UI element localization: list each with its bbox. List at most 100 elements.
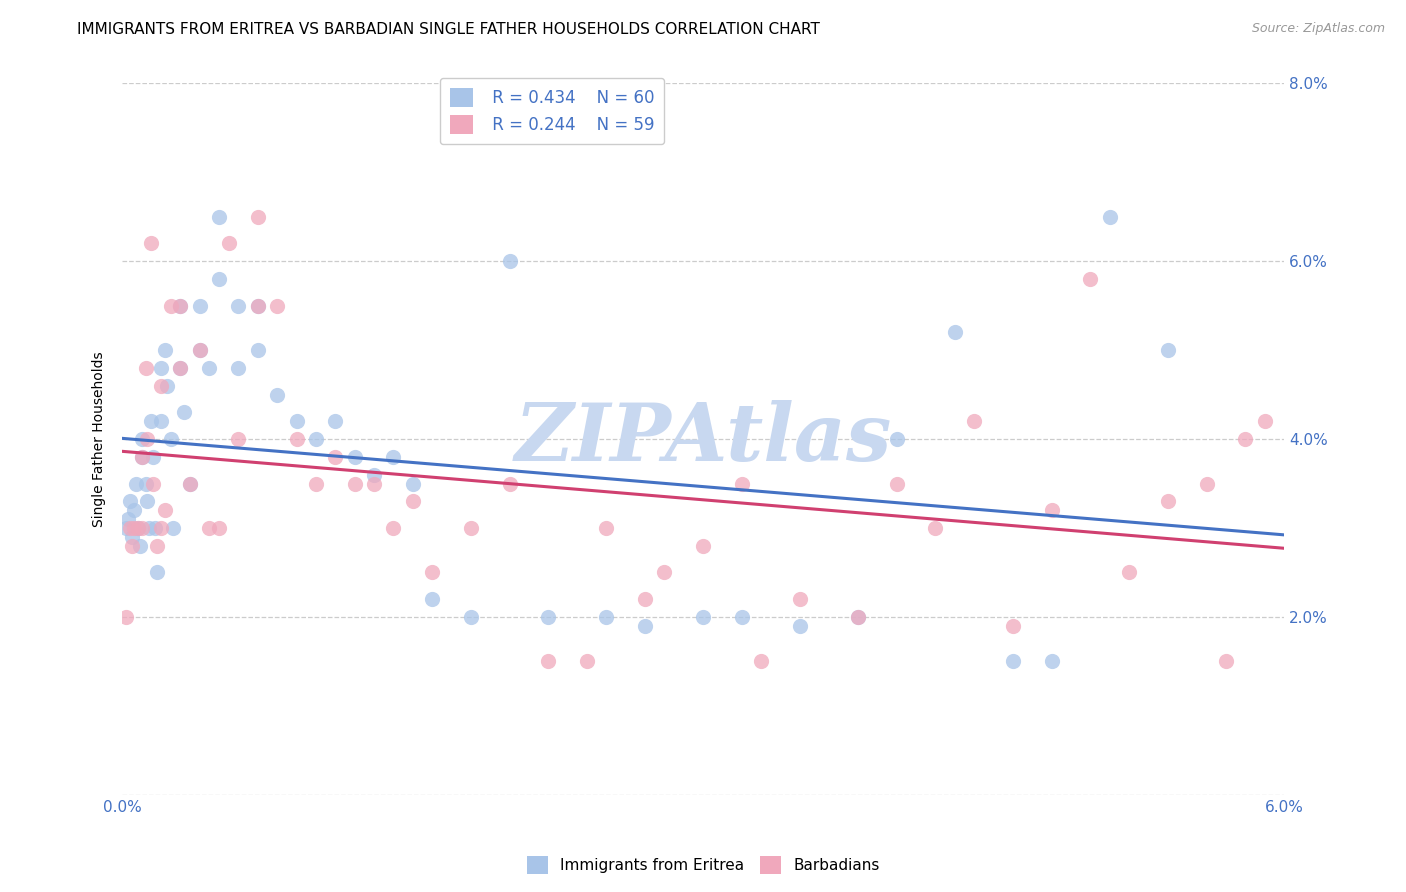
Point xyxy=(460,610,482,624)
Point xyxy=(1215,654,1237,668)
Point xyxy=(169,299,191,313)
Point xyxy=(142,450,165,464)
Point xyxy=(266,387,288,401)
Point xyxy=(198,521,221,535)
Point xyxy=(305,432,328,446)
Point xyxy=(246,210,269,224)
Point xyxy=(846,610,869,624)
Point xyxy=(131,450,153,464)
Point xyxy=(156,378,179,392)
Point xyxy=(162,521,184,535)
Point xyxy=(188,343,211,358)
Point xyxy=(498,476,520,491)
Point xyxy=(634,619,657,633)
Point xyxy=(323,414,346,428)
Point xyxy=(127,521,149,535)
Point xyxy=(246,299,269,313)
Point xyxy=(1080,272,1102,286)
Point xyxy=(963,414,986,428)
Point xyxy=(305,476,328,491)
Point xyxy=(159,432,181,446)
Point xyxy=(179,476,201,491)
Point xyxy=(382,521,405,535)
Point xyxy=(198,360,221,375)
Point xyxy=(179,476,201,491)
Point xyxy=(595,610,617,624)
Point xyxy=(382,450,405,464)
Point xyxy=(173,405,195,419)
Point xyxy=(118,521,141,535)
Point xyxy=(135,360,157,375)
Point xyxy=(595,521,617,535)
Point xyxy=(135,476,157,491)
Point xyxy=(886,432,908,446)
Point xyxy=(228,299,250,313)
Point xyxy=(208,521,231,535)
Point xyxy=(846,610,869,624)
Point xyxy=(266,299,288,313)
Point xyxy=(1001,619,1024,633)
Point xyxy=(789,619,811,633)
Point xyxy=(131,450,153,464)
Point xyxy=(169,299,191,313)
Point xyxy=(420,566,443,580)
Point xyxy=(363,476,385,491)
Point xyxy=(537,610,560,624)
Point xyxy=(150,378,173,392)
Point xyxy=(121,539,143,553)
Point xyxy=(246,343,269,358)
Point xyxy=(943,326,966,340)
Point xyxy=(498,254,520,268)
Point xyxy=(136,494,159,508)
Point xyxy=(153,503,176,517)
Point xyxy=(789,592,811,607)
Point xyxy=(128,539,150,553)
Legend:  R = 0.434    N = 60,  R = 0.244    N = 59: R = 0.434 N = 60, R = 0.244 N = 59 xyxy=(440,78,664,145)
Point xyxy=(343,476,366,491)
Point xyxy=(208,210,231,224)
Point xyxy=(731,610,754,624)
Point xyxy=(1118,566,1140,580)
Point xyxy=(575,654,598,668)
Point xyxy=(1195,476,1218,491)
Point xyxy=(1253,414,1275,428)
Point xyxy=(150,521,173,535)
Point xyxy=(1098,210,1121,224)
Point xyxy=(285,414,308,428)
Point xyxy=(402,476,425,491)
Point xyxy=(150,414,173,428)
Point xyxy=(402,494,425,508)
Point xyxy=(138,521,160,535)
Point xyxy=(118,494,141,508)
Y-axis label: Single Father Households: Single Father Households xyxy=(93,351,107,527)
Text: IMMIGRANTS FROM ERITREA VS BARBADIAN SINGLE FATHER HOUSEHOLDS CORRELATION CHART: IMMIGRANTS FROM ERITREA VS BARBADIAN SIN… xyxy=(77,22,820,37)
Point xyxy=(363,467,385,482)
Point xyxy=(749,654,772,668)
Point xyxy=(141,236,163,251)
Point xyxy=(692,610,714,624)
Point xyxy=(122,503,145,517)
Point xyxy=(1001,654,1024,668)
Point xyxy=(731,476,754,491)
Point xyxy=(218,236,240,251)
Point xyxy=(131,521,153,535)
Point xyxy=(228,432,250,446)
Point xyxy=(115,610,138,624)
Text: ZIPAtlas: ZIPAtlas xyxy=(515,401,891,478)
Legend: Immigrants from Eritrea, Barbadians: Immigrants from Eritrea, Barbadians xyxy=(520,850,886,880)
Point xyxy=(208,272,231,286)
Point xyxy=(136,432,159,446)
Point xyxy=(420,592,443,607)
Point xyxy=(692,539,714,553)
Point xyxy=(188,299,211,313)
Point xyxy=(146,539,169,553)
Point xyxy=(343,450,366,464)
Point xyxy=(169,360,191,375)
Point xyxy=(146,566,169,580)
Point xyxy=(654,566,676,580)
Point xyxy=(127,521,149,535)
Point xyxy=(924,521,946,535)
Point xyxy=(634,592,657,607)
Point xyxy=(121,530,143,544)
Point xyxy=(159,299,181,313)
